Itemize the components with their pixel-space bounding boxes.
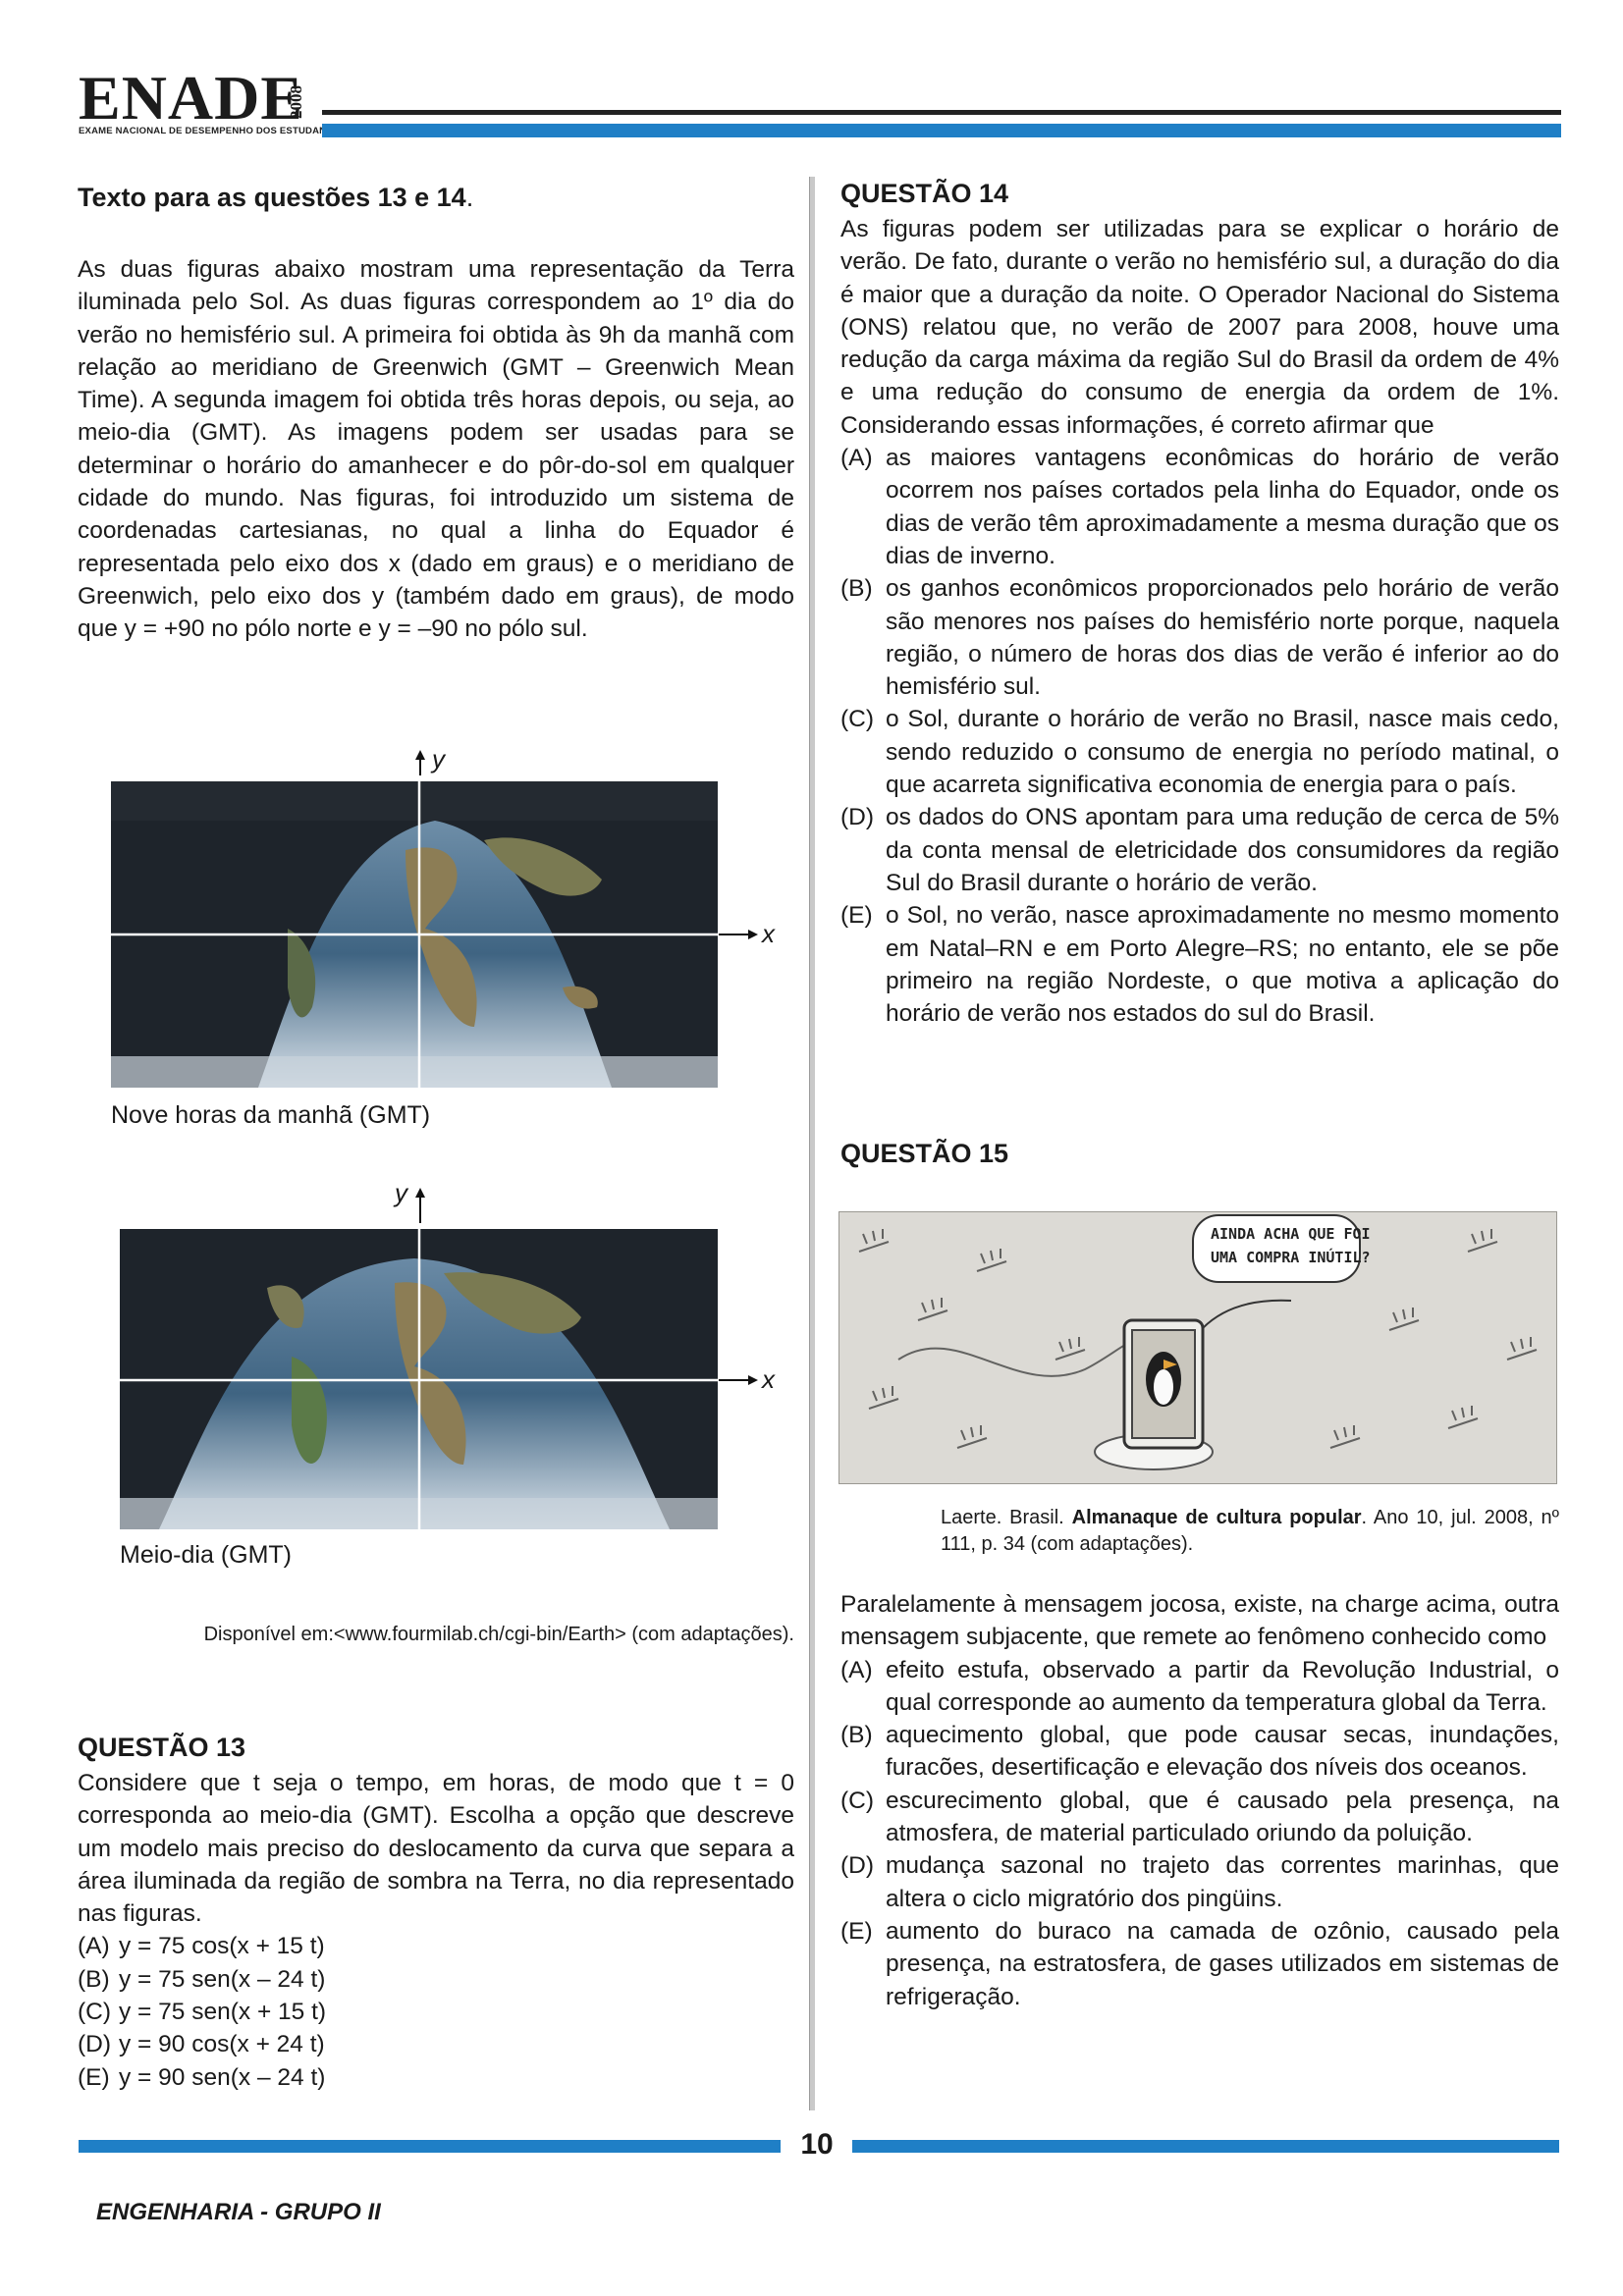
q13-block: Considere que t seja o tempo, em horas, … [78,1767,794,2094]
figure1-y-axis-arrow [410,748,440,782]
figure2-earth-map [120,1229,718,1529]
q14-option-e[interactable]: (E) o Sol, no verão, nasce aproximadament… [840,899,1559,1030]
q13-option-c[interactable]: (C) y = 75 sen(x + 15 t) [78,1996,794,2028]
q14-option-e-text: o Sol, no verão, nasce aproximadamente n… [886,902,1559,1028]
figure1-x-label: x [762,919,775,948]
q13-option-e[interactable]: (E) y = 90 sen(x – 24 t) [78,2061,794,2094]
q13-option-c-text: y = 75 sen(x + 15 t) [119,1999,327,2026]
q15-option-d[interactable]: (D) mudança sazonal no trajeto das corren… [840,1849,1559,1915]
figure2-caption: Meio-dia (GMT) [120,1541,293,1569]
logo-subtitle: EXAME NACIONAL DE DESEMPENHO DOS ESTUDAN… [79,126,346,136]
footer-bar-right [852,2140,1559,2153]
figure2-y-label: y [395,1178,407,1207]
q14-option-b-text: os ganhos econômicos proporcionados pelo… [886,575,1559,701]
page-number: 10 [800,2128,834,2161]
q13-option-c-label: (C) [78,1999,112,2026]
figure1-caption: Nove horas da manhã (GMT) [111,1101,431,1129]
figure1-earth-map [111,781,718,1088]
q14-option-a-label: (A) [840,445,873,472]
q15-option-a[interactable]: (A) efeito estufa, observado a partir da … [840,1654,1559,1720]
q15-option-d-label: (D) [840,1852,875,1880]
header-rule-dark [322,110,1561,115]
q15-option-b[interactable]: (B) aquecimento global, que pode causar s… [840,1719,1559,1785]
q14-title: QUESTÃO 14 [840,179,1009,208]
credit-author: Laerte. Brasil. [941,1507,1072,1528]
q13-stem: Considere que t seja o tempo, em horas, … [78,1770,794,1928]
credit-title: Almanaque de cultura popular [1071,1507,1362,1528]
q15-option-e-text: aumento do buraco na camada de ozônio, c… [886,1917,1559,2010]
q13-option-a-text: y = 75 cos(x + 15 t) [119,1933,325,1960]
q13-option-d-text: y = 90 cos(x + 24 t) [119,2031,325,2058]
q13-option-d[interactable]: (D) y = 90 cos(x + 24 t) [78,2028,794,2060]
q15-option-c-text: escurecimento global, que é causado pela… [886,1787,1559,1847]
figure2-y-axis-arrow [410,1186,440,1230]
cartoon-speech-bubble: AINDA ACHA QUE FOI UMA COMPRA INÚTIL? [1211,1222,1371,1269]
q15-option-a-text: efeito estufa, observado a partir da Rev… [886,1656,1559,1716]
figure1-x-axis-arrow [719,925,760,949]
q15-cartoon: AINDA ACHA QUE FOI UMA COMPRA INÚTIL? [839,1211,1557,1484]
course-name: ENGENHARIA - GRUPO II [96,2199,381,2225]
q13-title: QUESTÃO 13 [78,1733,246,1762]
q14-option-b[interactable]: (B) os ganhos econômicos proporcionados p… [840,572,1559,703]
q13-option-d-label: (D) [78,2031,112,2058]
q13-option-b-label: (B) [78,1965,110,1993]
q14-option-a-text: as maiores vantagens econômicas do horár… [886,445,1559,569]
cartoon-speech-line1: AINDA ACHA QUE FOI [1211,1225,1371,1243]
footer-bar-left [79,2140,781,2153]
logo-year: 2008 [287,85,305,119]
figure2-x-axis-arrow [719,1370,760,1395]
q13-option-e-label: (E) [78,2063,110,2091]
cartoon-drawing [858,1214,1538,1470]
q13-option-b[interactable]: (B) y = 75 sen(x – 24 t) [78,1963,794,1996]
q14-option-d[interactable]: (D) os dados do ONS apontam para uma redu… [840,801,1559,899]
q14-stem: As figuras podem ser utilizadas para se … [840,216,1559,439]
q13-option-a[interactable]: (A) y = 75 cos(x + 15 t) [78,1930,794,1962]
q15-option-c[interactable]: (C) escurecimento global, que é causado p… [840,1785,1559,1850]
q15-option-e[interactable]: (E) aumento do buraco na camada de ozônio… [840,1915,1559,2013]
q14-option-d-text: os dados do ONS apontam para uma redução… [886,804,1559,896]
q14-option-c-text: o Sol, durante o horário de verão no Bra… [886,706,1559,799]
q14-option-d-label: (D) [840,804,875,831]
enade-logo: ENADE [79,63,304,133]
intro-title: Texto para as questões 13 e 14. [78,183,474,212]
q14-option-c-label: (C) [840,706,875,733]
q15-option-b-label: (B) [840,1722,873,1749]
q13-option-a-label: (A) [78,1933,110,1960]
cartoon-speech-line2: UMA COMPRA INÚTIL? [1211,1249,1371,1266]
q14-option-e-label: (E) [840,902,873,930]
q14-option-a[interactable]: (A) as maiores vantagens econômicas do ho… [840,442,1559,572]
column-divider [809,177,815,2110]
q15-stem: Paralelamente à mensagem jocosa, existe,… [840,1591,1559,1651]
credit-rest: . Ano 10, jul. 2008, nº 111, p. 34 (com … [941,1507,1559,1555]
q15-option-d-text: mudança sazonal no trajeto das correntes… [886,1852,1559,1912]
q14-option-b-label: (B) [840,575,873,603]
intro-paragraph: As duas figuras abaixo mostram uma repre… [78,256,794,643]
q15-option-c-label: (C) [840,1787,875,1814]
q13-option-b-text: y = 75 sen(x – 24 t) [119,1965,326,1993]
q14-option-c[interactable]: (C) o Sol, durante o horário de verão no … [840,703,1559,801]
figure2-x-label: x [762,1364,775,1394]
q15-title: QUESTÃO 15 [840,1139,1009,1168]
figure1-y-label: y [432,744,445,774]
q14-block: As figuras podem ser utilizadas para se … [840,213,1559,1030]
header-rule-blue [322,124,1561,137]
q15-option-e-label: (E) [840,1917,873,1945]
cartoon-credit: Laerte. Brasil. Almanaque de cultura pop… [941,1505,1559,1558]
figures-source: Disponível em:<www.fourmilab.ch/cgi-bin/… [203,1624,794,1645]
q15-block: Paralelamente à mensagem jocosa, existe,… [840,1588,1559,2013]
q13-option-e-text: y = 90 sen(x – 24 t) [119,2063,326,2091]
q15-option-b-text: aquecimento global, que pode causar seca… [886,1722,1559,1782]
q15-option-a-label: (A) [840,1656,873,1683]
